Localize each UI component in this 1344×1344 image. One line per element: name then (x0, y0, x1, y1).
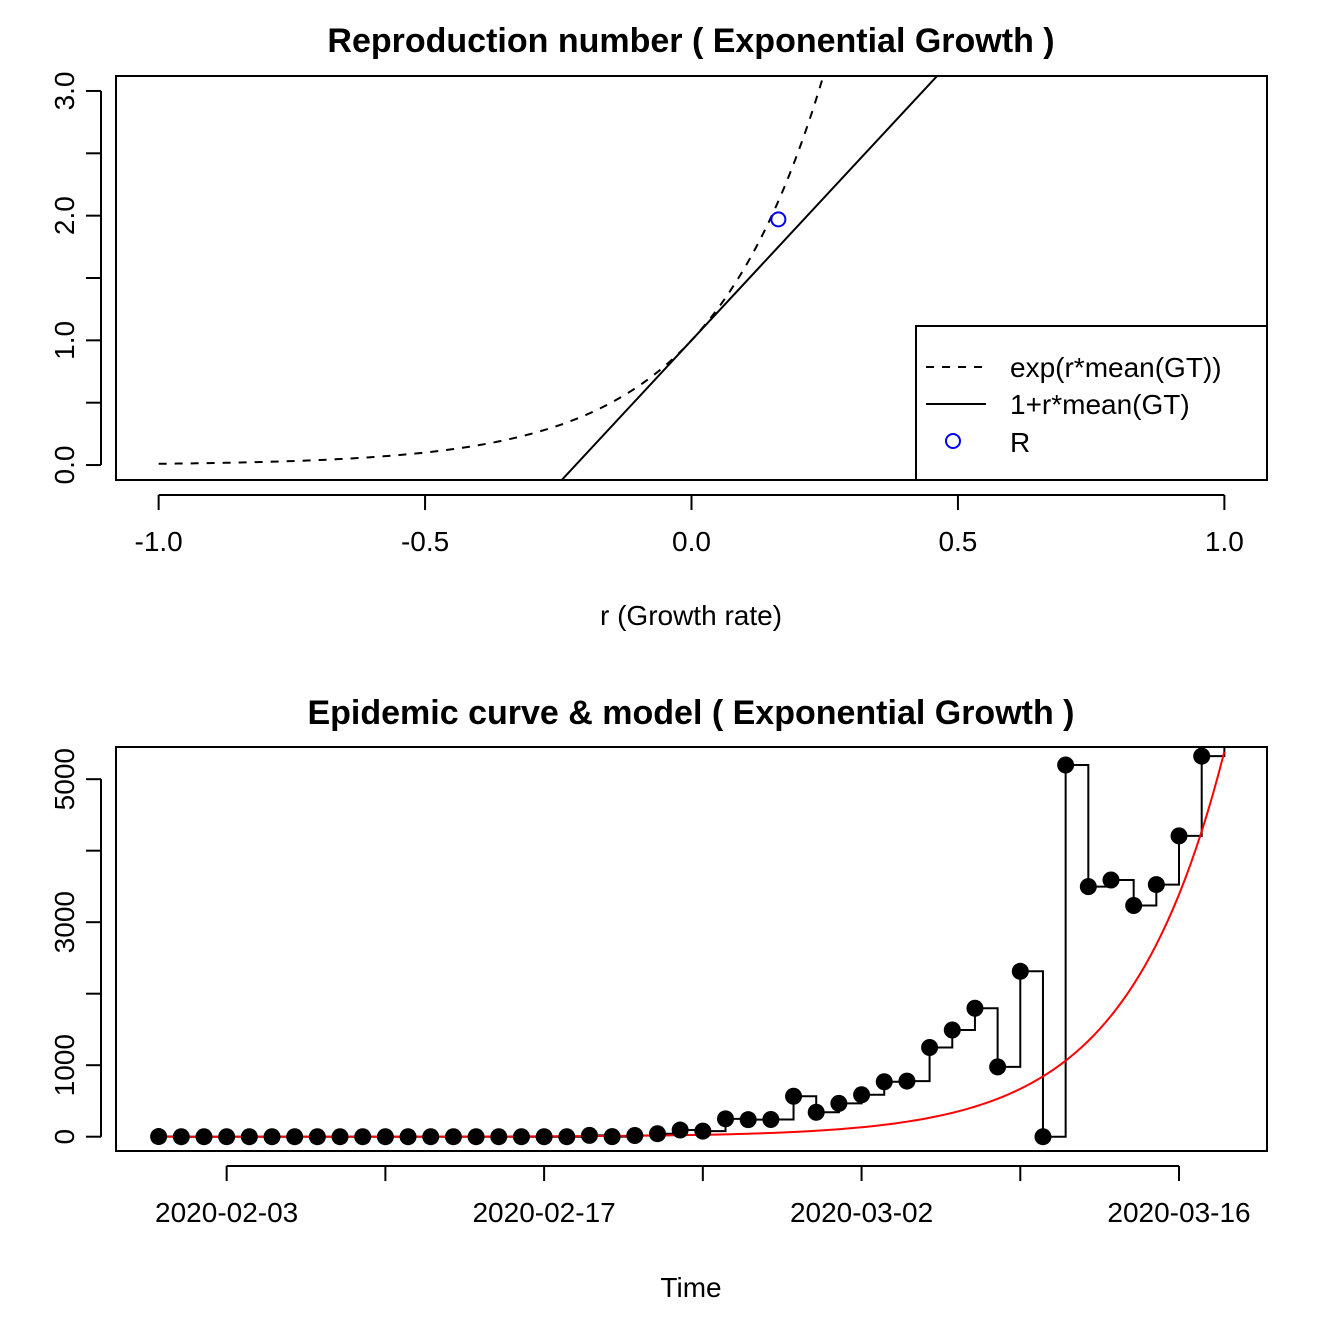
y-tick-label: 0.0 (49, 446, 80, 485)
observed-point (444, 1128, 462, 1146)
x-tick-label: -1.0 (135, 526, 183, 557)
r-estimate-point (770, 211, 787, 228)
observed-point (535, 1128, 553, 1146)
observed-point (875, 1073, 893, 1091)
observed-point (218, 1128, 236, 1146)
y-tick-label: 1.0 (49, 321, 80, 360)
observed-point (853, 1086, 871, 1104)
observed-point (195, 1128, 213, 1146)
y-tick-label: 0 (49, 1129, 80, 1145)
observed-point (739, 1111, 757, 1129)
observed-point (762, 1111, 780, 1129)
observed-point (1147, 876, 1165, 894)
reproduction-number-panel: Reproduction number ( Exponential Growth… (49, 22, 1268, 631)
x-axis-label-reproduction: r (Growth rate) (600, 600, 782, 631)
observed-point (626, 1126, 644, 1144)
observed-point (1125, 897, 1143, 915)
observed-point (286, 1128, 304, 1146)
x-axis-label-epidemic: Time (660, 1272, 721, 1303)
observed-point (172, 1128, 190, 1146)
chart-title-epidemic: Epidemic curve & model ( Exponential Gro… (307, 694, 1074, 732)
x-tick-label: 0.5 (938, 526, 977, 557)
y-tick-label: 5000 (49, 748, 80, 810)
observed-point (1034, 1128, 1052, 1146)
series-exp-line (158, 76, 825, 465)
observed-point (1057, 756, 1075, 774)
y-tick-label: 3.0 (49, 71, 80, 110)
observed-point (921, 1039, 939, 1057)
y-axis-reproduction: 0.0 1.0 2.0 3.0 (49, 71, 102, 485)
observed-point (1193, 747, 1211, 765)
observed-point (694, 1122, 712, 1140)
x-tick-label: 2020-03-16 (1107, 1197, 1250, 1228)
x-tick-label: 0.0 (672, 526, 711, 557)
y-tick-label: 1000 (49, 1034, 80, 1096)
observed-point (717, 1110, 735, 1128)
observed-point (1011, 962, 1029, 980)
x-tick-label: 2020-02-03 (155, 1197, 298, 1228)
x-axis-reproduction: -1.0 -0.5 0.0 0.5 1.0 (135, 494, 1244, 557)
y-axis-epidemic: 0 1000 3000 5000 (49, 748, 102, 1145)
x-axis-epidemic: 2020-02-03 2020-02-17 2020-03-02 2020-03-16 (155, 1165, 1251, 1228)
observed-point (422, 1128, 440, 1146)
y-tick-label: 3000 (49, 891, 80, 953)
observed-point (376, 1128, 394, 1146)
legend-label-exp: exp(r*mean(GT)) (1010, 352, 1222, 383)
observed-point (512, 1128, 530, 1146)
y-tick-label: 2.0 (49, 196, 80, 235)
observed-point (1079, 878, 1097, 896)
observed-point (308, 1128, 326, 1146)
x-tick-label: 2020-02-17 (472, 1197, 615, 1228)
observed-point (671, 1121, 689, 1139)
observed-point (558, 1128, 576, 1146)
observed-point (490, 1128, 508, 1146)
observed-point (1216, 700, 1233, 717)
epidemic-curve-panel: Epidemic curve & model ( Exponential Gro… (49, 694, 1268, 1303)
observed-point (399, 1128, 417, 1146)
observed-point (1170, 827, 1188, 845)
observed-point (966, 999, 984, 1017)
legend-box (915, 325, 1268, 481)
observed-point (830, 1094, 848, 1112)
observed-point (467, 1128, 485, 1146)
observed-point (240, 1128, 258, 1146)
legend-label-r: R (1010, 427, 1030, 458)
model-curve (158, 751, 1226, 1138)
legend-label-linear: 1+r*mean(GT) (1010, 389, 1190, 420)
x-tick-label: -0.5 (401, 526, 449, 557)
observed-point (603, 1128, 621, 1146)
observed-point (989, 1058, 1007, 1076)
observed-point (648, 1125, 666, 1143)
legend-reproduction: exp(r*mean(GT)) 1+r*mean(GT) R (915, 325, 1268, 481)
observed-point (898, 1072, 916, 1090)
observed-point (807, 1103, 825, 1121)
x-tick-label: 2020-03-02 (790, 1197, 933, 1228)
observed-point (354, 1128, 372, 1146)
observed-point (331, 1128, 349, 1146)
plot-frame-bottom (115, 746, 1268, 1152)
observed-point (580, 1126, 598, 1144)
observed-point (943, 1021, 961, 1039)
reproduction-series (158, 76, 939, 480)
legend-symbol-point (945, 433, 961, 449)
observed-point (263, 1128, 281, 1146)
series-linear-line (560, 76, 939, 480)
observed-point (785, 1087, 803, 1105)
plot-frame-top (115, 75, 1268, 481)
chart-title-reproduction: Reproduction number ( Exponential Growth… (327, 22, 1054, 60)
x-tick-label: 1.0 (1205, 526, 1244, 557)
observed-point (150, 1128, 168, 1146)
observed-point (1102, 871, 1120, 889)
epidemic-series (150, 700, 1233, 1146)
